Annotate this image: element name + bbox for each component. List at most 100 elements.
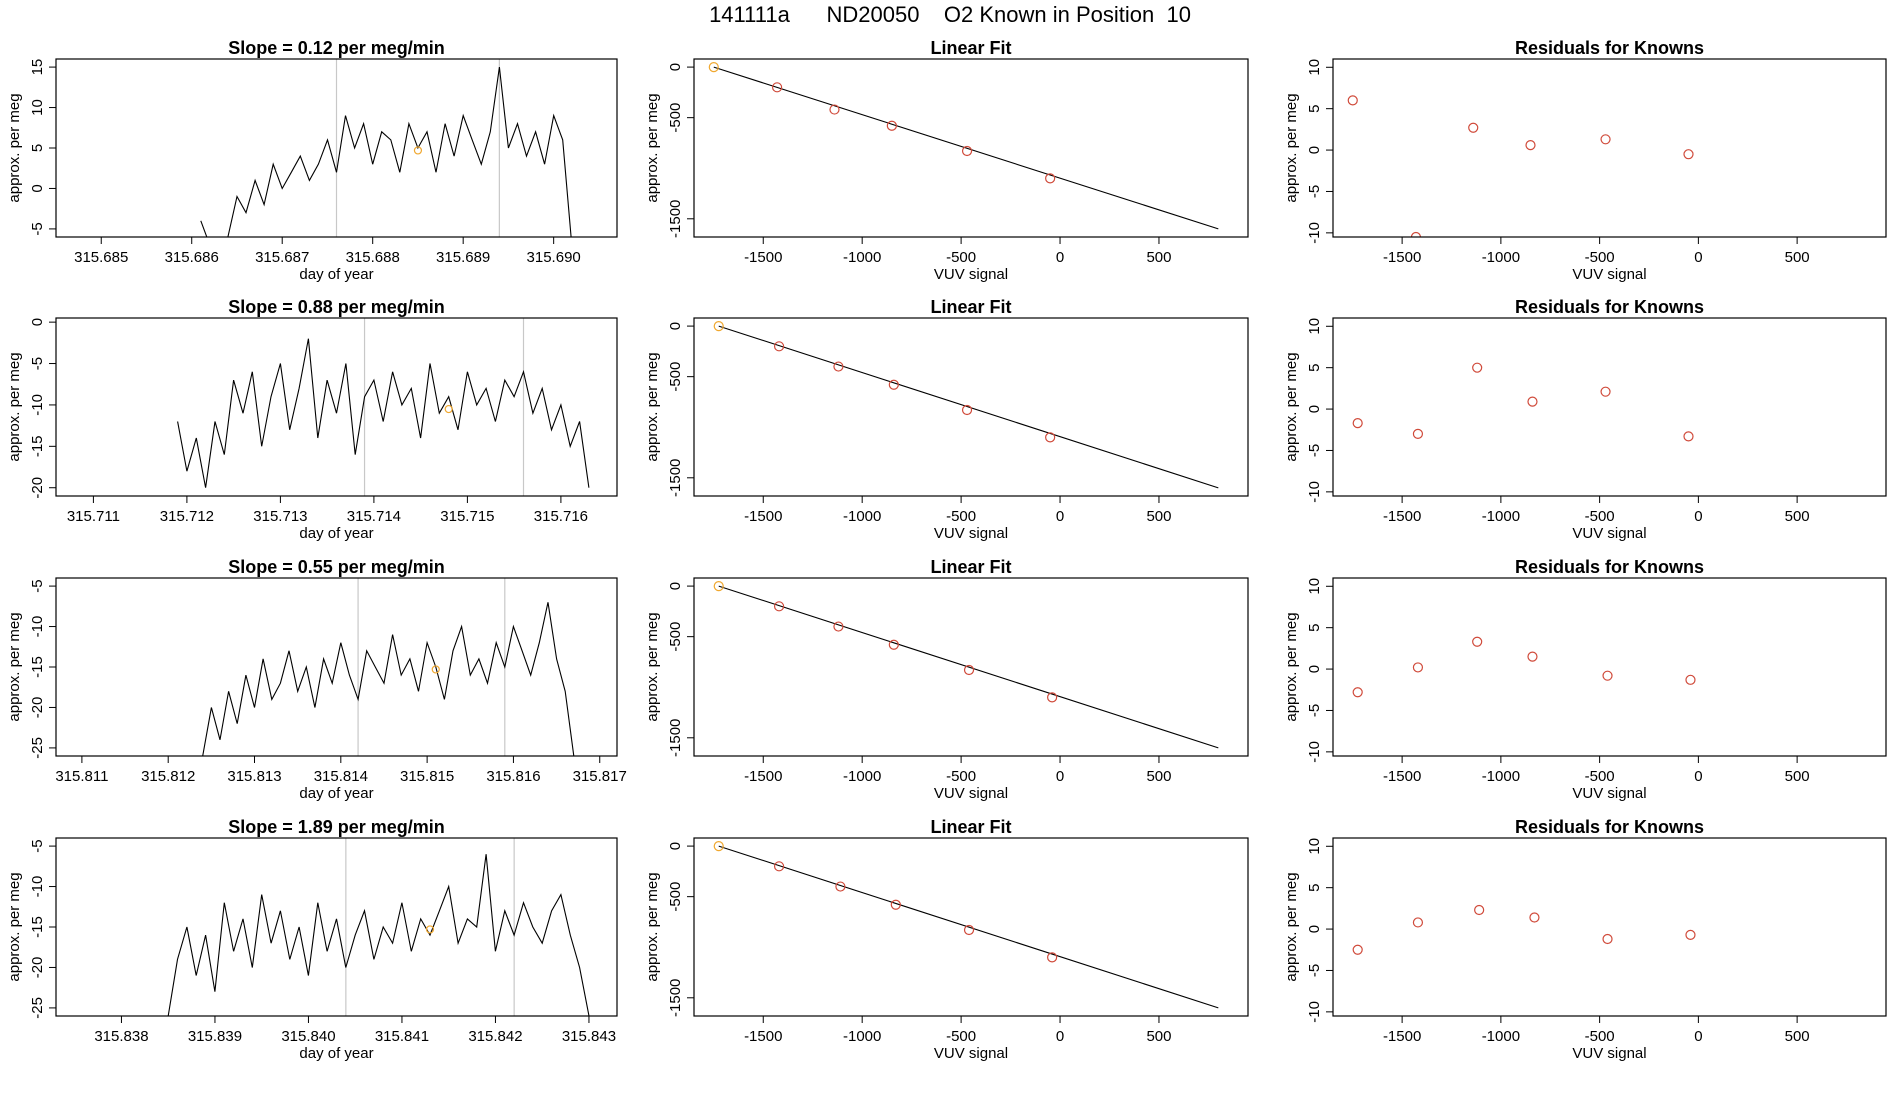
residual-point [1685, 674, 1696, 685]
x-tick-label: 315.686 [165, 249, 219, 266]
x-tick-label: 315.688 [346, 249, 400, 266]
x-tick-label: -1000 [1482, 249, 1520, 266]
y-tick-label: 0 [667, 63, 684, 71]
x-tick-label: 500 [1785, 768, 1810, 785]
y-tick-label: 0 [29, 318, 46, 326]
x-tick-label: -1000 [843, 768, 881, 785]
residual-point [1352, 687, 1363, 698]
residual-point [1412, 428, 1424, 440]
x-tick-label: 315.813 [227, 768, 281, 785]
panel-3-linear-fit: Linear Fit -1500 -1000 -500 0 500 0 -500 -1500 VU… [644, 557, 1249, 802]
panel-1-time-series: Slope = 0.12 per meg/min 315.685 315.686 31… [6, 38, 618, 283]
chart-title: Slope = 0.88 per meg/min [228, 297, 445, 317]
x-tick-label: 500 [1146, 1028, 1171, 1045]
x-tick-label: 0 [1056, 508, 1064, 525]
fit-line [713, 66, 1219, 230]
data-point [1047, 952, 1058, 963]
y-axis-label: approx. per meg [644, 872, 661, 981]
x-tick-label: 500 [1146, 249, 1171, 266]
y-tick-label: -20 [29, 957, 46, 979]
plot-area [1352, 904, 1696, 955]
x-tick-label: -1500 [1383, 249, 1421, 266]
x-tick-label: 315.840 [281, 1028, 335, 1045]
plot-area [713, 580, 1219, 749]
chart-title: Slope = 1.89 per meg/min [228, 817, 445, 837]
x-tick-label: 500 [1146, 508, 1171, 525]
page-title: 141111a ND20050 O2 Known in Position 10 [709, 2, 1191, 27]
chart-title: Slope = 0.12 per meg/min [228, 38, 445, 58]
panel-1-residuals: Residuals for Knowns -1500 -1000 -500 0 500 -1… [1283, 38, 1887, 283]
x-tick-label: 0 [1056, 768, 1064, 785]
highlight-point [425, 925, 435, 934]
x-tick-label: -1000 [843, 1028, 881, 1045]
y-tick-label: 10 [1306, 578, 1323, 595]
y-tick-label: 0 [667, 842, 684, 850]
series-line [177, 338, 590, 488]
x-tick-label: -500 [946, 1028, 976, 1045]
x-tick-label: 0 [1056, 1028, 1064, 1045]
chart-title: Residuals for Knowns [1515, 297, 1704, 317]
x-tick-label: 315.711 [67, 508, 120, 525]
chart-title: Slope = 0.55 per meg/min [228, 557, 445, 577]
panel-2-linear-fit: Linear Fit -1500 -1000 -500 0 500 0 -500 -1500 VU… [644, 297, 1249, 542]
data-point [773, 341, 785, 352]
x-tick-label: 315.715 [440, 508, 494, 525]
x-axis-label: day of year [299, 1045, 373, 1062]
x-tick-label: 315.690 [527, 249, 581, 266]
y-tick-label: -15 [29, 435, 46, 457]
y-tick-label: -500 [667, 882, 684, 912]
y-tick-label: -15 [29, 656, 46, 678]
x-axis-label: day of year [299, 525, 373, 542]
panel-3-time-series: Slope = 0.55 per meg/min 315.811 315.812 31… [6, 557, 627, 802]
residual-point [1352, 944, 1363, 955]
panel-2-time-series: Slope = 0.88 per meg/min 315.711 315.712 31… [6, 297, 618, 542]
data-point [773, 601, 785, 612]
data-point [963, 664, 975, 676]
residual-point [1472, 636, 1483, 647]
y-tick-label: -10 [1306, 222, 1323, 244]
x-tick-label: 315.843 [562, 1028, 616, 1045]
highlight-point [431, 665, 440, 674]
y-tick-label: 5 [1306, 364, 1323, 372]
y-tick-label: 15 [29, 59, 46, 76]
plot-area [202, 578, 575, 756]
y-tick-label: -20 [29, 697, 46, 719]
plot-frame [55, 577, 618, 757]
x-tick-label: -1500 [744, 508, 782, 525]
plot-frame [1332, 837, 1887, 1017]
data-point [708, 61, 719, 73]
x-tick-label: -500 [1585, 508, 1615, 525]
y-tick-label: -500 [667, 103, 684, 133]
chart-title: Linear Fit [930, 557, 1011, 577]
fit-line [718, 585, 1219, 749]
data-point [961, 145, 973, 157]
x-tick-label: 0 [1694, 768, 1702, 785]
residual-point [1474, 904, 1485, 916]
plot-frame [55, 837, 618, 1017]
residual-point [1525, 140, 1536, 151]
plot-frame [693, 577, 1249, 757]
residual-point [1412, 662, 1424, 673]
y-tick-label: -25 [29, 737, 46, 759]
y-tick-label: 5 [1306, 884, 1323, 892]
y-tick-label: 0 [29, 184, 46, 192]
chart-title: Linear Fit [930, 38, 1011, 58]
x-tick-label: 315.839 [188, 1028, 242, 1045]
y-tick-label: -25 [29, 997, 46, 1019]
y-tick-label: 10 [29, 99, 46, 116]
data-point [713, 840, 724, 852]
x-tick-label: 315.713 [253, 508, 307, 525]
plot-frame [693, 58, 1249, 238]
data-point [1045, 173, 1056, 184]
plot-frame [1332, 317, 1887, 497]
y-tick-label: 10 [1306, 318, 1323, 335]
y-axis-label: approx. per meg [6, 93, 23, 202]
x-tick-label: 315.842 [468, 1028, 522, 1045]
data-point [713, 320, 724, 332]
data-point [835, 881, 846, 892]
y-axis-label: approx. per meg [644, 612, 661, 721]
x-tick-label: 0 [1694, 249, 1702, 266]
x-axis-label: VUV signal [934, 1045, 1008, 1062]
y-axis-label: approx. per meg [644, 93, 661, 202]
panel-4-time-series: Slope = 1.89 per meg/min 315.838 315.839 31… [6, 817, 618, 1062]
